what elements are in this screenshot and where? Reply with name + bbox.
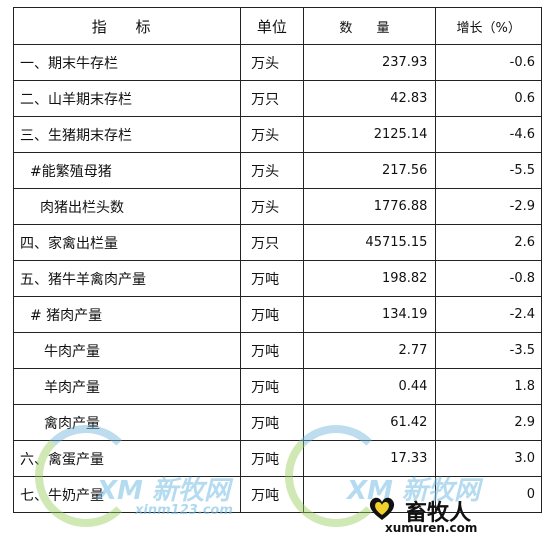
unit-cell: 万只 — [240, 224, 304, 261]
indicator-cell: 羊肉产量 — [12, 368, 242, 405]
table-row: 五、猪牛羊禽肉产量 万吨 198.82 -0.8 — [12, 260, 542, 297]
quantity-cell: 61.42 — [302, 404, 437, 441]
growth-cell: -0.6 — [435, 44, 542, 81]
growth-cell: -2.4 — [435, 296, 542, 333]
growth-cell: 2.9 — [435, 404, 542, 441]
unit-cell: 万吨 — [240, 476, 304, 513]
indicator-cell: 六、禽蛋产量 — [12, 440, 242, 477]
indicator-cell: 一、期末牛存栏 — [12, 44, 242, 81]
growth-cell: 1.8 — [435, 368, 542, 405]
indicator-cell: 二、山羊期末存栏 — [12, 80, 242, 117]
indicator-cell: 四、家禽出栏量 — [12, 224, 242, 261]
indicator-cell: 七、牛奶产量 — [12, 476, 242, 513]
indicator-cell: 牛肉产量 — [12, 332, 242, 369]
header-indicator: 指 标 — [12, 7, 242, 45]
table-row: 禽肉产量 万吨 61.42 2.9 — [12, 404, 542, 441]
table-row: 四、家禽出栏量 万只 45715.15 2.6 — [12, 224, 542, 261]
table-row: 羊肉产量 万吨 0.44 1.8 — [12, 368, 542, 405]
table-header-row: 指 标 单位 数 量 增长（%） — [12, 7, 542, 45]
quantity-cell: 45715.15 — [302, 224, 437, 261]
table-row: 三、生猪期末存栏 万头 2125.14 -4.6 — [12, 116, 542, 153]
unit-cell: 万吨 — [240, 296, 304, 333]
unit-cell: 万头 — [240, 188, 304, 225]
quantity-cell: 134.19 — [302, 296, 437, 333]
growth-cell: -3.5 — [435, 332, 542, 369]
quantity-cell: 1776.88 — [302, 188, 437, 225]
indicator-cell: # 猪肉产量 — [12, 296, 242, 333]
table-row: 七、牛奶产量 万吨 0 — [12, 476, 542, 513]
indicator-cell: 禽肉产量 — [12, 404, 242, 441]
table-row: 二、山羊期末存栏 万只 42.83 0.6 — [12, 80, 542, 117]
unit-cell: 万吨 — [240, 440, 304, 477]
header-quantity: 数 量 — [302, 7, 437, 45]
unit-cell: 万吨 — [240, 368, 304, 405]
table-row: 牛肉产量 万吨 2.77 -3.5 — [12, 332, 542, 369]
table-body: 一、期末牛存栏 万头 237.93 -0.6 二、山羊期末存栏 万只 42.83 0.6 三、生… — [12, 44, 542, 513]
quantity-cell — [302, 476, 437, 513]
growth-cell: 0 — [435, 476, 542, 513]
table-row: 一、期末牛存栏 万头 237.93 -0.6 — [12, 44, 542, 81]
quantity-cell: 2125.14 — [302, 116, 437, 153]
growth-cell: 2.6 — [435, 224, 542, 261]
header-growth: 增长（%） — [435, 7, 542, 45]
indicator-cell: 五、猪牛羊禽肉产量 — [12, 260, 242, 297]
indicator-cell: 肉猪出栏头数 — [12, 188, 242, 225]
growth-cell: 3.0 — [435, 440, 542, 477]
quantity-cell: 198.82 — [302, 260, 437, 297]
unit-cell: 万只 — [240, 80, 304, 117]
quantity-cell: 217.56 — [302, 152, 437, 189]
quantity-cell: 42.83 — [302, 80, 437, 117]
quantity-cell: 2.77 — [302, 332, 437, 369]
indicator-cell: 三、生猪期末存栏 — [12, 116, 242, 153]
header-unit: 单位 — [240, 7, 304, 45]
growth-cell: 0.6 — [435, 80, 542, 117]
growth-cell: -0.8 — [435, 260, 542, 297]
indicator-cell: #能繁殖母猪 — [12, 152, 242, 189]
unit-cell: 万头 — [240, 116, 304, 153]
unit-cell: 万吨 — [240, 260, 304, 297]
unit-cell: 万头 — [240, 152, 304, 189]
table-row: 六、禽蛋产量 万吨 17.33 3.0 — [12, 440, 542, 477]
quantity-cell: 17.33 — [302, 440, 437, 477]
unit-cell: 万吨 — [240, 404, 304, 441]
growth-cell: -4.6 — [435, 116, 542, 153]
growth-cell: -5.5 — [435, 152, 542, 189]
quantity-cell: 0.44 — [302, 368, 437, 405]
livestock-statistics-table: 指 标 单位 数 量 增长（%） 一、期末牛存栏 万头 237.93 -0.6 二、山羊… — [12, 7, 542, 513]
table-row: #能繁殖母猪 万头 217.56 -5.5 — [12, 152, 542, 189]
brand-url: xumuren.com — [385, 521, 478, 535]
unit-cell: 万吨 — [240, 332, 304, 369]
table-row: 肉猪出栏头数 万头 1776.88 -2.9 — [12, 188, 542, 225]
growth-cell: -2.9 — [435, 188, 542, 225]
quantity-cell: 237.93 — [302, 44, 437, 81]
unit-cell: 万头 — [240, 44, 304, 81]
table-row: # 猪肉产量 万吨 134.19 -2.4 — [12, 296, 542, 333]
